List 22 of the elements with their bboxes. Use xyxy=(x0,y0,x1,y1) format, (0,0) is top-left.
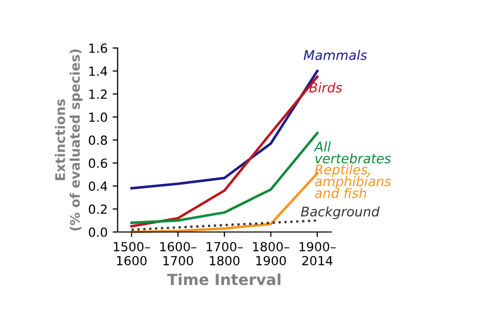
x-tick-label: 1600– 1700 xyxy=(160,242,196,266)
y-tick-label: 1.0 xyxy=(89,112,108,122)
y-tick-label: 0.4 xyxy=(88,181,108,191)
x-axis-title: Time Interval xyxy=(167,273,280,286)
x-tick-label: 1700– 1800 xyxy=(206,242,243,266)
series-label: All vertebrates xyxy=(314,141,391,164)
x-tick-label: 1500– 1600 xyxy=(114,242,150,266)
series-label: Birds xyxy=(309,82,342,93)
y-tick-label: 0.2 xyxy=(88,204,107,214)
y-tick-label: 1.2 xyxy=(89,89,107,99)
series-label: Mammals xyxy=(304,50,367,60)
y-tick-label: 0.6 xyxy=(88,158,108,168)
series-label: Background xyxy=(300,206,380,220)
y-tick-label: 0.0 xyxy=(88,227,108,237)
x-tick-label: 1900– 2014 xyxy=(300,242,336,266)
y-axis-title: Extinctions (% of evaluated species) xyxy=(54,50,82,230)
series-label: Reptiles, amphibians and fish xyxy=(314,164,391,198)
y-tick-label: 0.8 xyxy=(88,135,108,145)
y-tick-label: 1.4 xyxy=(89,66,108,76)
x-tick-label: 1800– 1900 xyxy=(253,242,290,266)
line-series xyxy=(130,219,318,231)
y-tick-label: 1.6 xyxy=(89,43,108,53)
